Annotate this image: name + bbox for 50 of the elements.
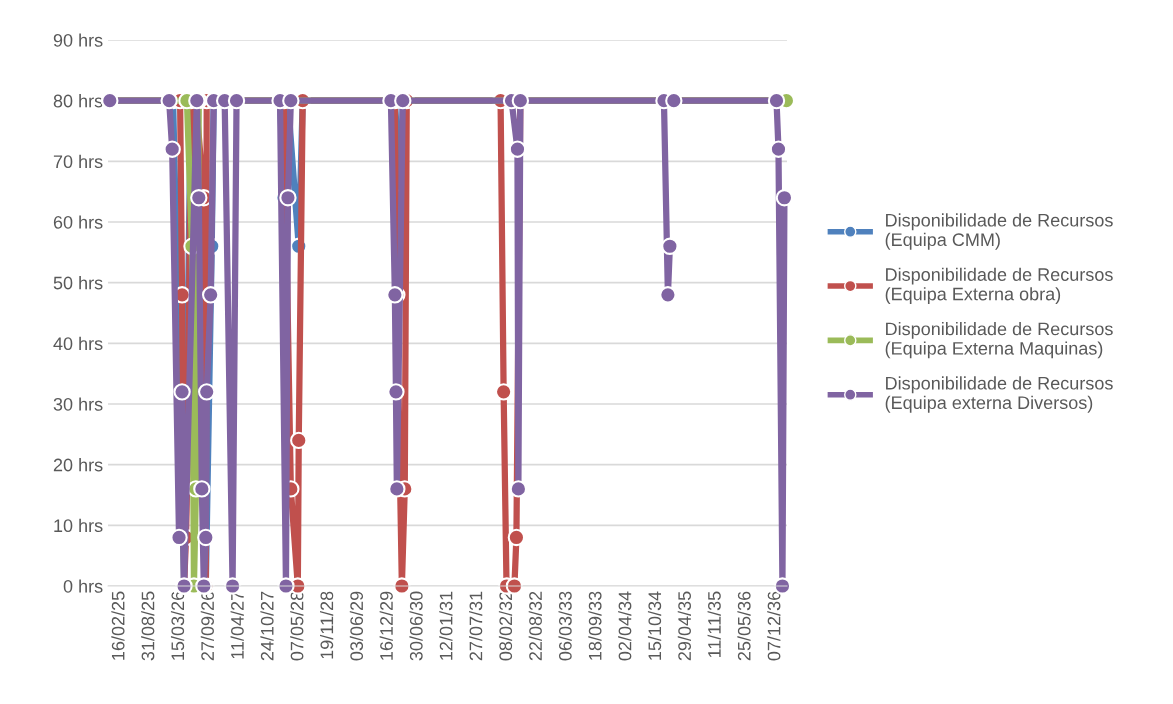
x-tick-label: 12/01/31 [439,591,453,660]
x-tick-label: 29/04/35 [677,591,691,661]
x-tick-label: 27/07/31 [469,591,483,661]
point [201,286,220,304]
point [279,189,297,207]
y-tick-label: 30 hrs [53,397,103,411]
y-tick-label: 50 hrs [53,276,103,290]
x-tick-label: 11/11/35 [707,591,721,658]
y-tick-label: 80 hrs [53,94,103,108]
y-tick-label: 70 hrs [53,154,103,169]
legend-label: Disponibilidade de Recursos (Equipa Externa Maquinas) [885,322,1113,359]
x-tick-label: 08/02/32 [498,591,513,661]
x-tick-label: 24/10/27 [260,591,274,661]
y-tick-label: 90 hrs [53,33,103,47]
x-tick-label: 15/03/26 [170,591,185,660]
legend-label: Disponibilidade de Recursos (Equipa externa Diversos) [885,376,1113,413]
x-tick-label: 15/10/34 [647,591,662,660]
x-tick-label: 31/08/25 [141,591,155,661]
x-tick-label: 16/12/29 [379,591,393,660]
point [193,480,211,498]
legend-label: Disponibilidade de Recursos (Equipa CMM) [885,213,1113,250]
x-tick-label: 18/09/33 [588,591,602,660]
y-tick-label: 0 hrs [63,579,103,593]
x-tick-label: 16/02/25 [111,591,125,660]
point [387,383,405,401]
x-tick-label: 25/05/36 [737,591,751,661]
x-tick-label: 19/11/28 [319,591,334,659]
point [170,528,188,547]
x-tick-label: 27/09/26 [200,591,214,661]
x-tick-label: 02/04/34 [618,591,632,661]
point [388,480,406,498]
point [163,140,181,158]
y-tick-label: 10 hrs [54,518,103,533]
x-tick-label: 30/06/30 [409,591,423,661]
x-tick-label: 06/03/33 [558,591,572,661]
x-tick-label: 22/08/32 [528,591,542,661]
x-tick-label: 03/06/29 [349,591,364,661]
point [659,286,677,304]
y-tick-label: 20 hrs [53,458,103,472]
point [290,431,308,450]
point [198,383,216,401]
point [197,528,215,547]
legend-label: Disponibilidade de Recursos (Equipa Externa obra) [885,267,1113,304]
point [661,237,679,255]
y-tick-label: 60 hrs [53,215,103,229]
x-tick-label: 07/12/36 [767,591,781,661]
point [173,383,191,401]
x-tick-label: 07/05/28 [290,591,304,661]
x-tick-label: 11/04/27 [230,591,244,659]
y-tick-label: 40 hrs [53,336,103,351]
